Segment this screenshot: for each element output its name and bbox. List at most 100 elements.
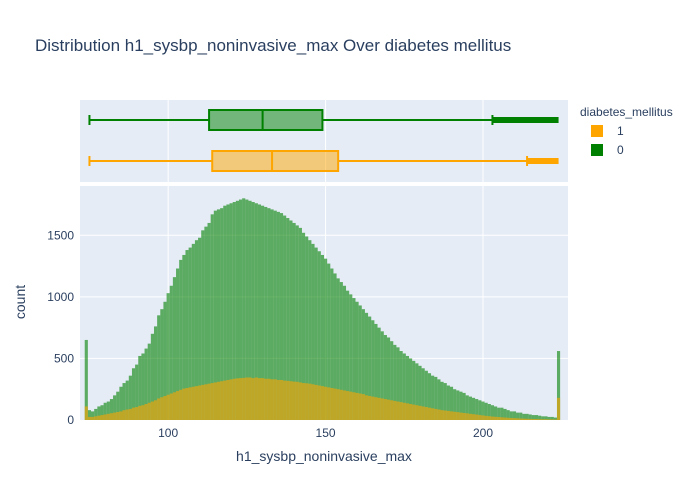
histogram-bar-1 [254,377,258,420]
histogram-bar-1 [393,400,397,420]
histogram-bar-0 [553,417,557,420]
histogram-bar-0 [544,416,548,420]
histogram-bar-0 [418,365,422,420]
legend-swatch-0[interactable] [591,144,603,156]
histogram-bar-0 [270,209,274,420]
histogram-bar-0 [541,416,545,420]
histogram-bar-1 [522,418,526,420]
histogram-bar-1 [245,377,249,420]
histogram-bar-0 [153,326,158,420]
histogram-bar-1 [371,396,375,420]
histogram-bar-0 [364,312,369,420]
histogram-bar-0 [276,211,280,420]
histogram-bar-1 [97,415,101,420]
histogram-bar-1 [116,411,120,420]
histogram-bar-1 [368,395,372,420]
histogram-bar-0 [509,411,513,420]
histogram-bar-1 [298,382,302,420]
histogram-bar-1 [160,397,164,420]
histogram-bar-1 [125,409,129,420]
histogram-bar-0 [157,315,161,420]
histogram-bar-1 [119,411,123,420]
histogram-bar-0 [305,236,309,420]
histogram-bar-0 [339,282,343,420]
y-axis-ticks: 0 500 1000 1500 [47,228,74,427]
histogram-bar-0 [198,237,202,420]
histogram-bar-0 [484,402,488,420]
histogram-bar-1 [506,417,510,420]
histogram-bar-1 [216,381,221,420]
histogram-bar-0 [459,391,463,420]
histogram-bar-0 [138,355,142,420]
histogram-bar-1 [324,386,328,420]
histogram-bar-1 [478,415,482,420]
histogram-bar-1 [547,419,551,420]
histogram-bar-0 [279,213,284,420]
histogram-bar-1 [528,418,532,420]
histogram-bar-0 [301,232,306,420]
histogram-bar-0 [355,301,359,420]
legend[interactable]: diabetes_mellitus 1 0 [580,105,673,157]
x-tick-label: 150 [316,426,336,440]
histogram-bar-0 [386,337,391,420]
histogram-bar-1 [453,411,457,420]
histogram-bar-1 [459,412,463,420]
histogram-bar-1 [109,413,114,420]
histogram-bar-1 [415,405,419,420]
histogram-bar-0 [264,206,268,420]
histogram-bar-1 [333,388,337,420]
histogram-bar-0 [500,407,504,420]
histogram-bar-1 [346,391,350,420]
histogram-bar-0 [116,391,120,420]
histogram-bar-0 [176,268,180,420]
histogram-bar-1 [327,387,331,420]
histogram-bar-0 [267,208,271,420]
boxplot-box-0 [208,109,324,131]
y-tick-label: 1500 [47,228,74,242]
histogram-bar-0 [97,406,101,420]
histogram-bar-0 [506,410,510,420]
histogram-bar-1 [431,408,435,420]
histogram-bar-1 [292,381,296,420]
histogram-bar-0 [216,209,221,420]
histogram-bar-0 [412,360,416,420]
histogram-bar-0 [512,411,517,420]
histogram-bar-0 [358,305,362,420]
histogram-bar-0 [519,412,523,420]
histogram-bar-0 [257,204,262,420]
histogram-bar-1 [279,379,284,420]
histogram-bar-1 [153,400,158,420]
histogram-bar-1 [276,379,280,420]
histogram-bar-0 [87,410,92,420]
histogram-bar-1 [87,416,92,420]
histogram-bar-1 [295,381,299,420]
histogram-bar-1 [538,419,542,420]
histogram-bar-1 [320,386,324,420]
histogram-bar-1 [229,379,233,420]
histogram-bar-0 [440,381,444,420]
histogram-bar-0 [380,331,384,420]
histogram-bar-1 [311,384,315,420]
histogram-bar-1 [191,386,195,420]
histogram-bar-1 [412,404,416,420]
histogram-bar-1 [544,419,548,420]
histogram-bar-0 [207,222,211,420]
histogram-bar-1 [100,415,104,420]
histogram-bar-1 [182,388,186,420]
histogram-bar-0 [182,254,186,420]
histogram-bar-1 [261,378,265,420]
histogram-bar-0 [94,408,98,420]
histogram-bar-0 [135,364,139,420]
legend-label-1[interactable]: 1 [617,124,624,138]
histogram-bar-0 [238,199,243,420]
histogram-bar-0 [106,401,110,420]
histogram-bar-0 [481,401,485,420]
histogram-bar-1 [141,405,145,420]
histogram-bar-1 [188,387,192,420]
legend-label-0[interactable]: 0 [617,143,624,157]
histogram-bar-0 [534,415,539,420]
x-tick-label: 200 [473,426,493,440]
histogram-bar-1 [207,383,211,420]
legend-swatch-1[interactable] [591,125,603,137]
